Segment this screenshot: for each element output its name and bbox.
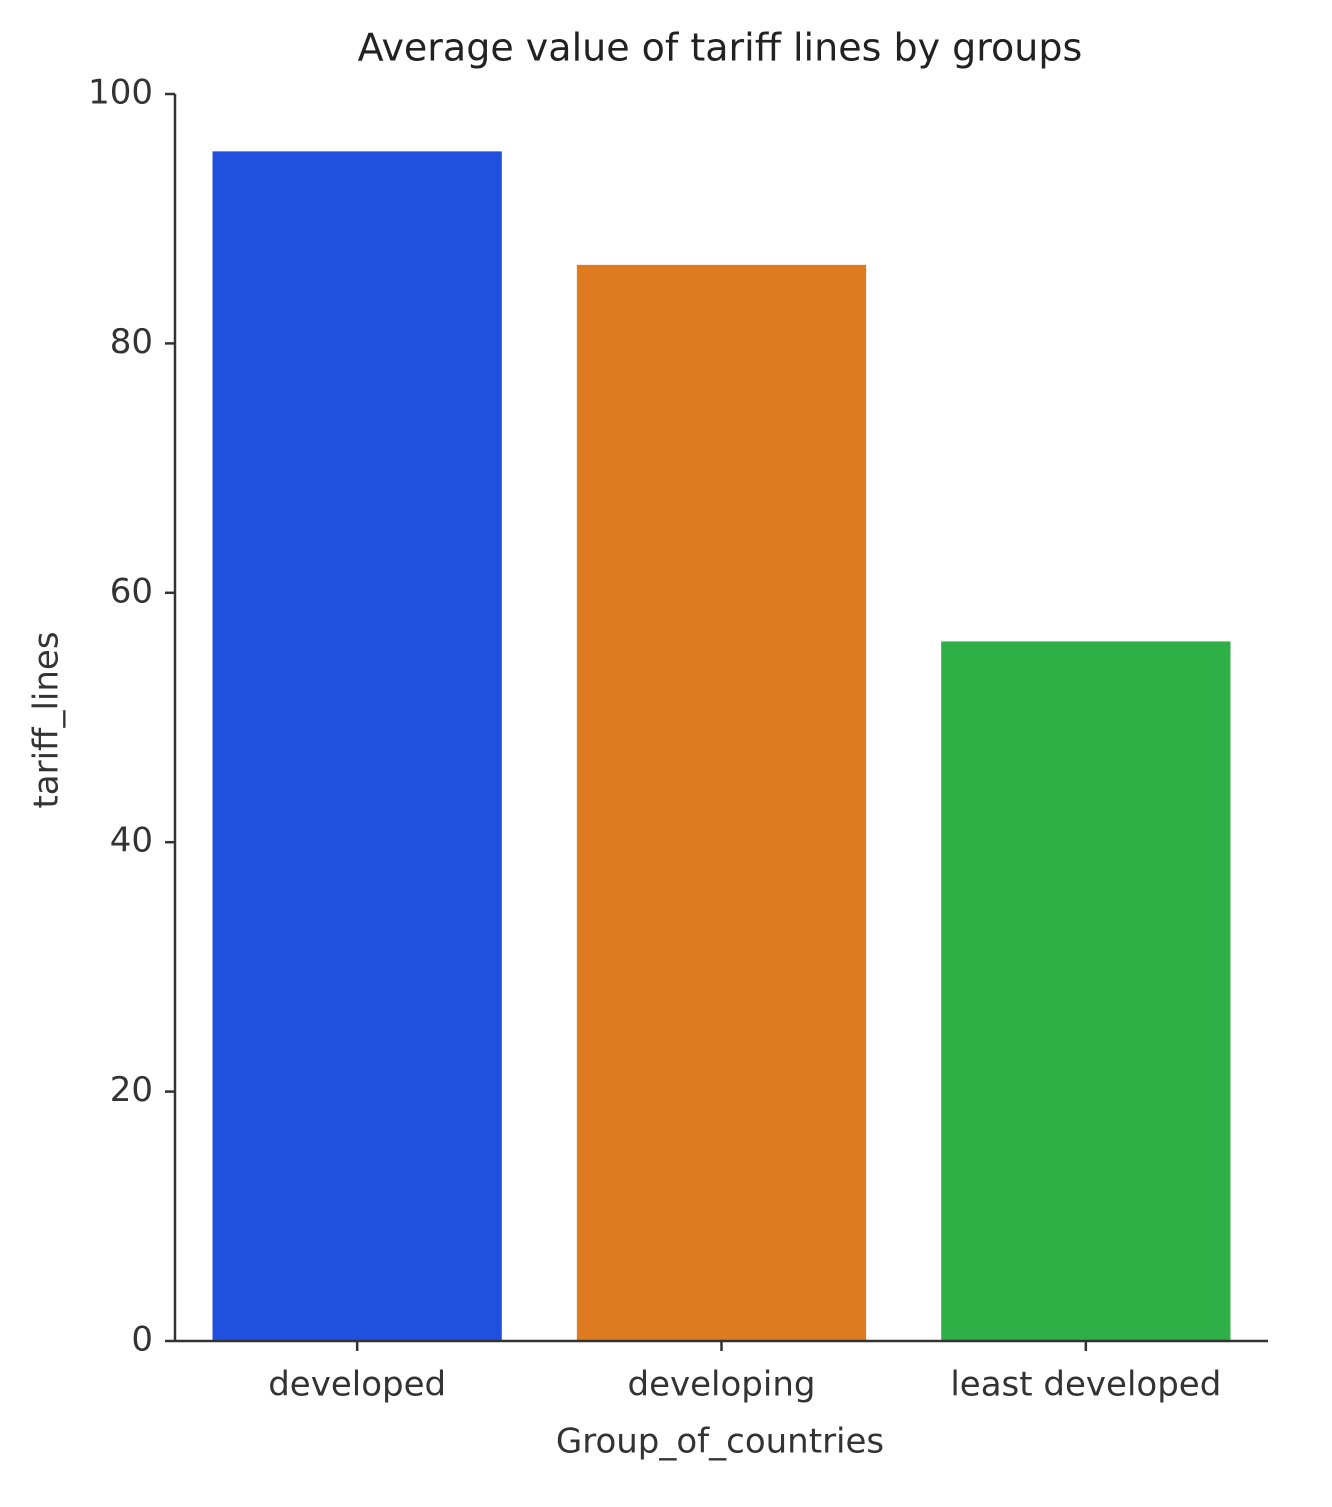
y-tick-label: 100 xyxy=(88,73,153,113)
x-tick-label: developing xyxy=(628,1365,816,1405)
y-tick-label: 80 xyxy=(110,322,153,362)
y-axis-label: tariff_lines xyxy=(27,631,67,808)
x-tick-label: developed xyxy=(268,1365,446,1405)
y-tick-label: 20 xyxy=(110,1070,153,1110)
y-tick-label: 60 xyxy=(110,571,153,611)
bar xyxy=(941,641,1231,1341)
bar xyxy=(212,151,502,1341)
bar xyxy=(576,264,867,1341)
y-tick-label: 40 xyxy=(110,821,153,861)
y-tick-label: 0 xyxy=(131,1320,153,1360)
chart-title: Average value of tariff lines by groups xyxy=(358,26,1083,70)
x-axis-label: Group_of_countries xyxy=(556,1422,884,1462)
x-tick-label: least developed xyxy=(950,1365,1221,1405)
